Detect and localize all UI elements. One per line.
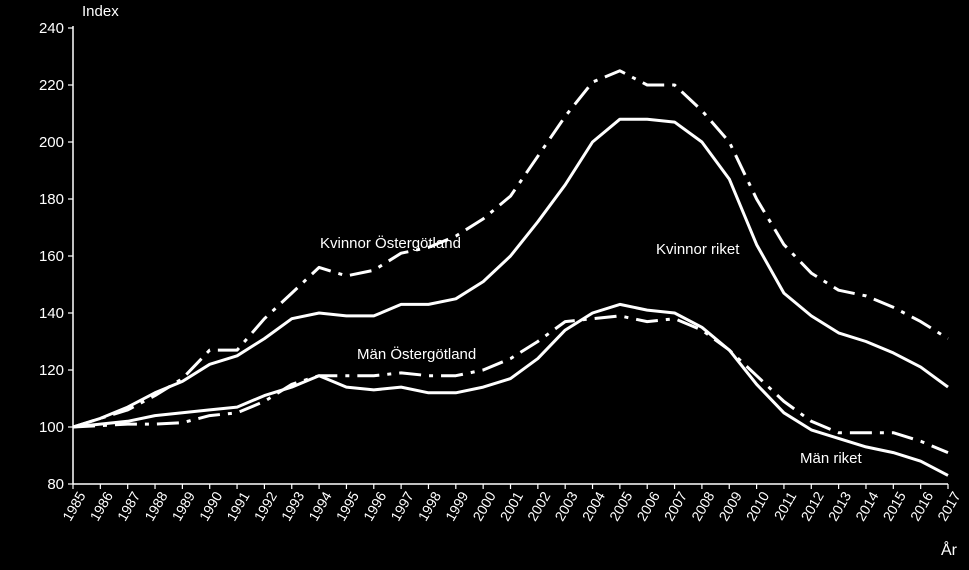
- x-tick-label: 1991: [223, 489, 253, 524]
- x-tick-label: 2010: [743, 489, 773, 524]
- x-tick-label: 2007: [661, 489, 691, 524]
- x-tick-label: 2005: [606, 489, 636, 524]
- x-tick-label: 2012: [797, 489, 827, 524]
- x-tick-label: 2015: [879, 489, 909, 524]
- y-tick-label: 100: [39, 419, 64, 436]
- series-line: [72, 69, 949, 429]
- x-tick-label: 1994: [305, 489, 335, 524]
- x-tick-label: 2003: [551, 489, 581, 524]
- x-tick-label: 2001: [497, 489, 527, 524]
- y-tick-label: 140: [39, 305, 64, 322]
- y-tick-label: 120: [39, 362, 64, 379]
- x-tick-label: 2009: [715, 489, 745, 524]
- x-tick-label: 1985: [59, 489, 89, 524]
- y-tick-label: 240: [39, 20, 64, 37]
- x-tick-label: 1992: [251, 489, 281, 524]
- x-tick-label: 1996: [360, 489, 390, 524]
- x-tick-label: 2006: [633, 489, 663, 524]
- x-axis-label: År: [941, 540, 958, 559]
- x-tick-label: 1999: [442, 489, 472, 524]
- y-tick-label: 160: [39, 248, 64, 265]
- series-label: Kvinnor Östergötland: [320, 234, 461, 252]
- y-tick-label: 220: [39, 77, 64, 94]
- series-line: [72, 302, 949, 477]
- series-line: [72, 314, 949, 454]
- series-label: Män riket: [800, 450, 863, 467]
- y-axis-label: Index: [82, 3, 119, 20]
- x-tick-label: 2000: [469, 489, 499, 524]
- x-tick-label: 1997: [387, 489, 417, 524]
- x-tick-label: 1989: [169, 489, 199, 524]
- x-tick-label: 1988: [141, 489, 171, 524]
- x-tick-label: 1990: [196, 489, 226, 524]
- x-tick-label: 2016: [907, 489, 937, 524]
- x-tick-label: 1995: [333, 489, 363, 524]
- x-tick-label: 1986: [87, 489, 117, 524]
- x-tick-label: 2002: [524, 489, 554, 524]
- series-label: Män Östergötland: [357, 345, 476, 363]
- series-label: Kvinnor riket: [656, 241, 740, 258]
- x-tick-label: 2014: [852, 489, 882, 524]
- x-tick-label: 2004: [579, 489, 609, 524]
- x-tick-label: 2008: [688, 489, 718, 524]
- x-tick-label: 1998: [415, 489, 445, 524]
- y-tick-label: 180: [39, 191, 64, 208]
- y-tick-label: 200: [39, 134, 64, 151]
- x-tick-label: 2017: [934, 489, 964, 524]
- series-line: [72, 117, 949, 429]
- y-tick-label: 80: [47, 476, 64, 493]
- x-tick-label: 2011: [771, 489, 800, 523]
- x-tick-label: 2013: [825, 489, 855, 524]
- x-tick-label: 1993: [278, 489, 308, 524]
- x-tick-label: 1987: [114, 489, 144, 524]
